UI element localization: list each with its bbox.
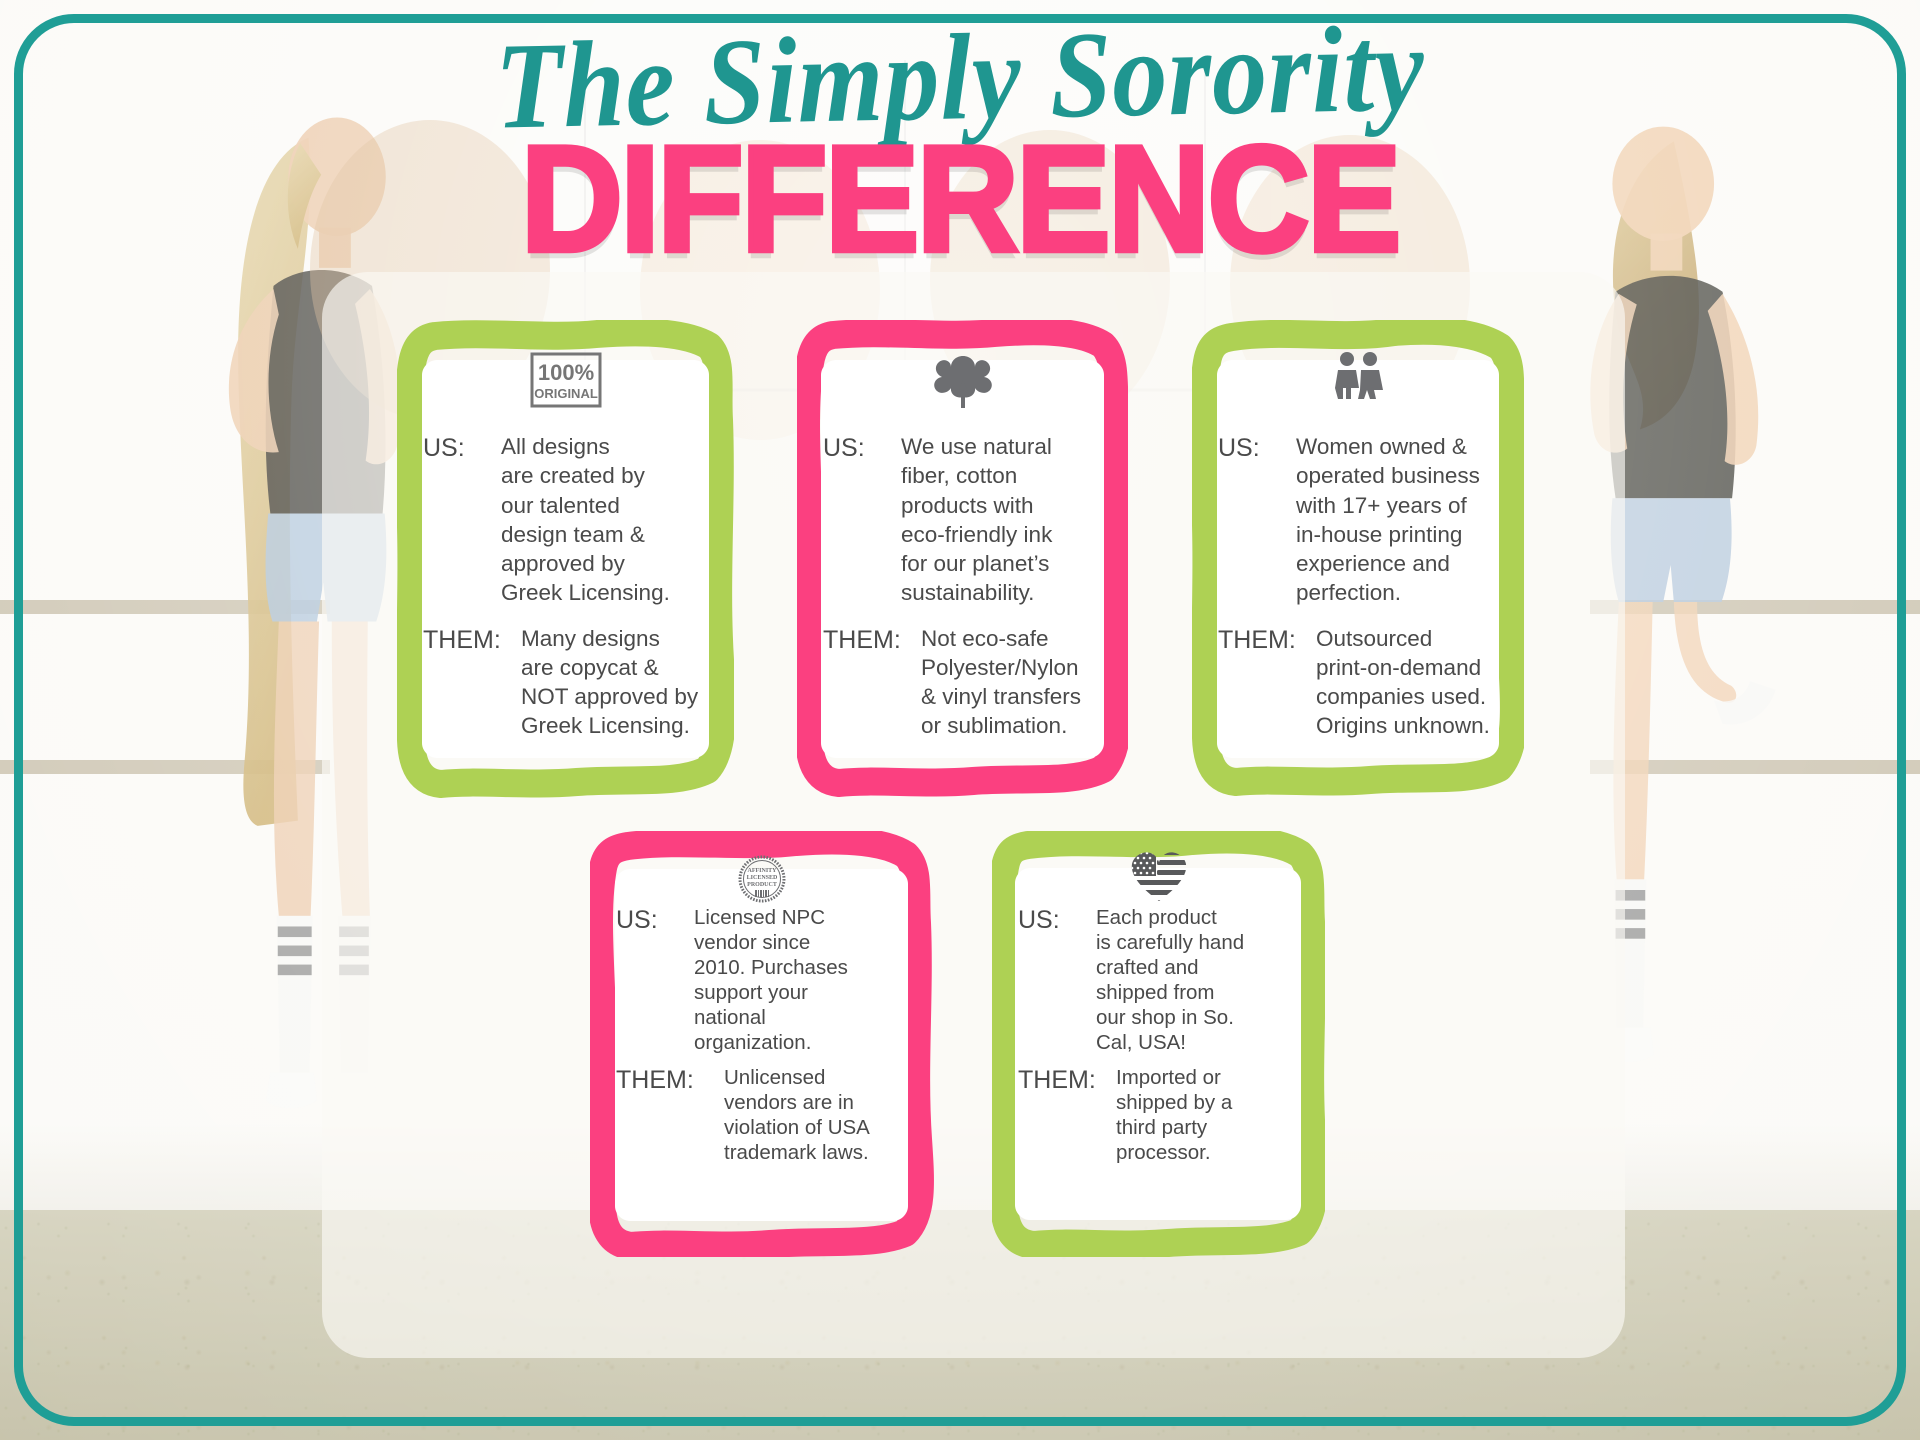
svg-text:100%: 100% [537,360,593,385]
svg-text:AFFINITY: AFFINITY [747,868,777,874]
svg-text:ORIGINAL: ORIGINAL [534,386,598,401]
svg-text:PRODUCT: PRODUCT [747,882,777,888]
svg-text:LICENSED: LICENSED [747,875,778,881]
